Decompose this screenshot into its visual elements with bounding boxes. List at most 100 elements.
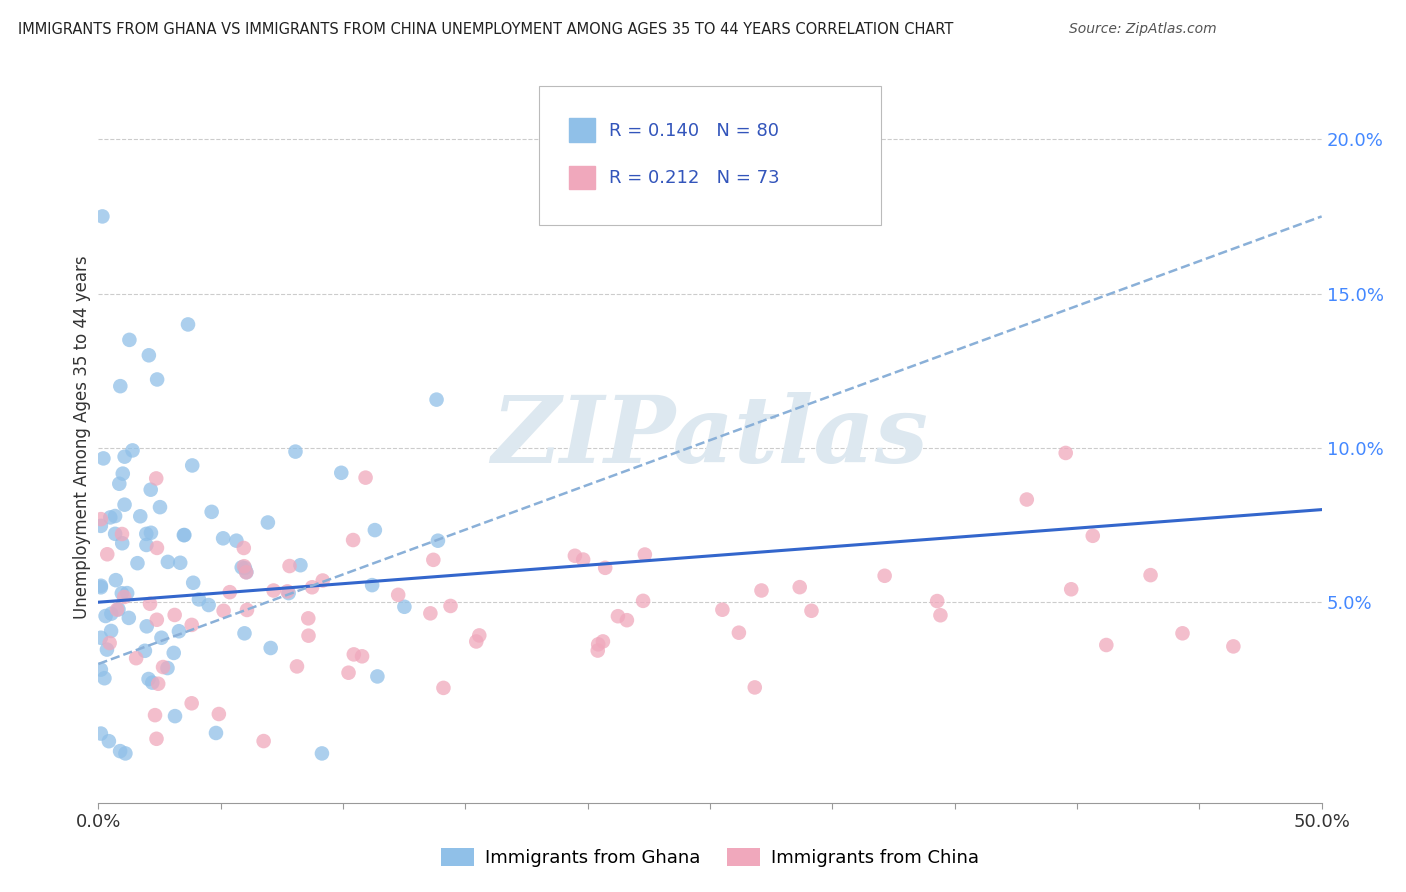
Point	[366, 669, 388, 683]
Point	[108, 476, 131, 491]
Point	[173, 528, 195, 542]
Point	[125, 651, 148, 665]
Point	[112, 590, 135, 604]
Point	[115, 586, 138, 600]
Point	[1054, 446, 1077, 460]
Point	[118, 611, 141, 625]
Point	[90, 631, 112, 645]
Point	[145, 731, 167, 746]
Point	[135, 538, 157, 552]
Point	[387, 588, 409, 602]
Point	[90, 519, 112, 533]
Point	[188, 592, 211, 607]
Point	[1222, 640, 1244, 654]
Point	[1095, 638, 1118, 652]
Point	[233, 626, 256, 640]
Point	[94, 609, 117, 624]
Point	[138, 672, 160, 686]
Text: R = 0.140   N = 80: R = 0.140 N = 80	[609, 122, 779, 140]
Point	[93, 451, 115, 466]
Y-axis label: Unemployment Among Ages 35 to 44 years: Unemployment Among Ages 35 to 44 years	[73, 255, 91, 619]
Point	[278, 559, 301, 574]
Point	[465, 634, 488, 648]
Point	[90, 726, 112, 740]
Point	[138, 348, 160, 362]
Point	[297, 629, 319, 643]
Point	[301, 580, 323, 594]
Point	[235, 566, 257, 580]
Point	[111, 536, 134, 550]
Point	[337, 665, 360, 680]
Point	[616, 613, 638, 627]
Point	[111, 527, 134, 541]
Point	[150, 631, 173, 645]
Point	[105, 602, 128, 616]
Point	[169, 556, 191, 570]
Point	[177, 318, 200, 332]
Point	[218, 585, 240, 599]
Bar	[569, 118, 595, 142]
Point	[91, 210, 114, 224]
Point	[419, 607, 441, 621]
Point	[152, 660, 174, 674]
Point	[180, 618, 202, 632]
Point	[634, 548, 657, 562]
Point	[163, 709, 186, 723]
Point	[127, 556, 149, 570]
Point	[253, 734, 276, 748]
Point	[90, 580, 112, 594]
Point	[439, 599, 461, 613]
Point	[425, 392, 447, 407]
Point	[121, 443, 143, 458]
Point	[96, 642, 118, 657]
Point	[929, 608, 952, 623]
Point	[592, 634, 614, 648]
Point	[343, 648, 366, 662]
Point	[276, 584, 298, 599]
Point	[789, 580, 811, 594]
Point	[146, 541, 169, 555]
Point	[146, 613, 169, 627]
Point	[312, 574, 335, 588]
Point	[233, 561, 256, 575]
Point	[181, 458, 204, 473]
Point	[607, 609, 630, 624]
Point	[212, 531, 235, 545]
Point	[205, 726, 228, 740]
Point	[593, 561, 616, 575]
Point	[134, 644, 156, 658]
Point	[586, 643, 609, 657]
Point	[744, 681, 766, 695]
Point	[586, 637, 609, 651]
Point	[1015, 492, 1038, 507]
Point	[100, 607, 122, 621]
Point	[800, 604, 823, 618]
Point	[98, 510, 121, 524]
Point	[108, 744, 131, 758]
Point	[342, 533, 364, 547]
Point	[129, 509, 152, 524]
Point	[114, 498, 136, 512]
Point	[96, 547, 118, 561]
Point	[364, 523, 387, 537]
Point	[197, 598, 219, 612]
Point	[751, 583, 773, 598]
Text: IMMIGRANTS FROM GHANA VS IMMIGRANTS FROM CHINA UNEMPLOYMENT AMONG AGES 35 TO 44 : IMMIGRANTS FROM GHANA VS IMMIGRANTS FROM…	[18, 22, 953, 37]
Point	[1081, 529, 1104, 543]
Point	[352, 649, 374, 664]
Point	[572, 552, 595, 566]
Point	[212, 604, 235, 618]
Point	[260, 640, 283, 655]
Point	[394, 599, 416, 614]
Point	[263, 583, 285, 598]
Point	[233, 559, 256, 574]
Point	[311, 747, 333, 761]
Point	[257, 516, 280, 530]
Point	[167, 624, 190, 639]
Point	[631, 594, 654, 608]
Point	[135, 527, 157, 541]
Point	[90, 579, 112, 593]
Point	[139, 597, 162, 611]
Point	[173, 528, 195, 542]
Point	[426, 533, 449, 548]
